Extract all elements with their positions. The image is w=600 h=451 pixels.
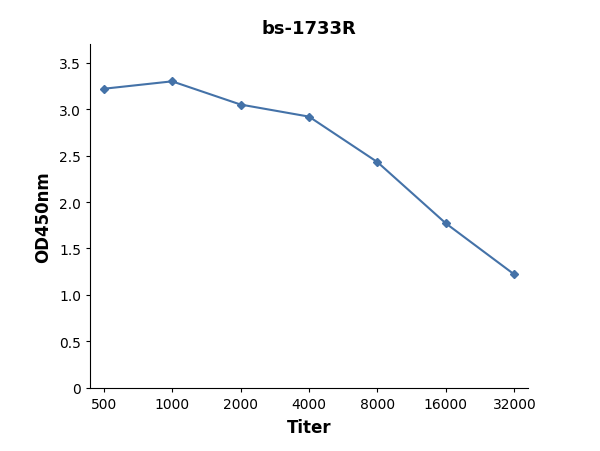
Y-axis label: OD450nm: OD450nm [34,171,52,262]
Title: bs-1733R: bs-1733R [262,20,356,38]
X-axis label: Titer: Titer [287,418,331,436]
